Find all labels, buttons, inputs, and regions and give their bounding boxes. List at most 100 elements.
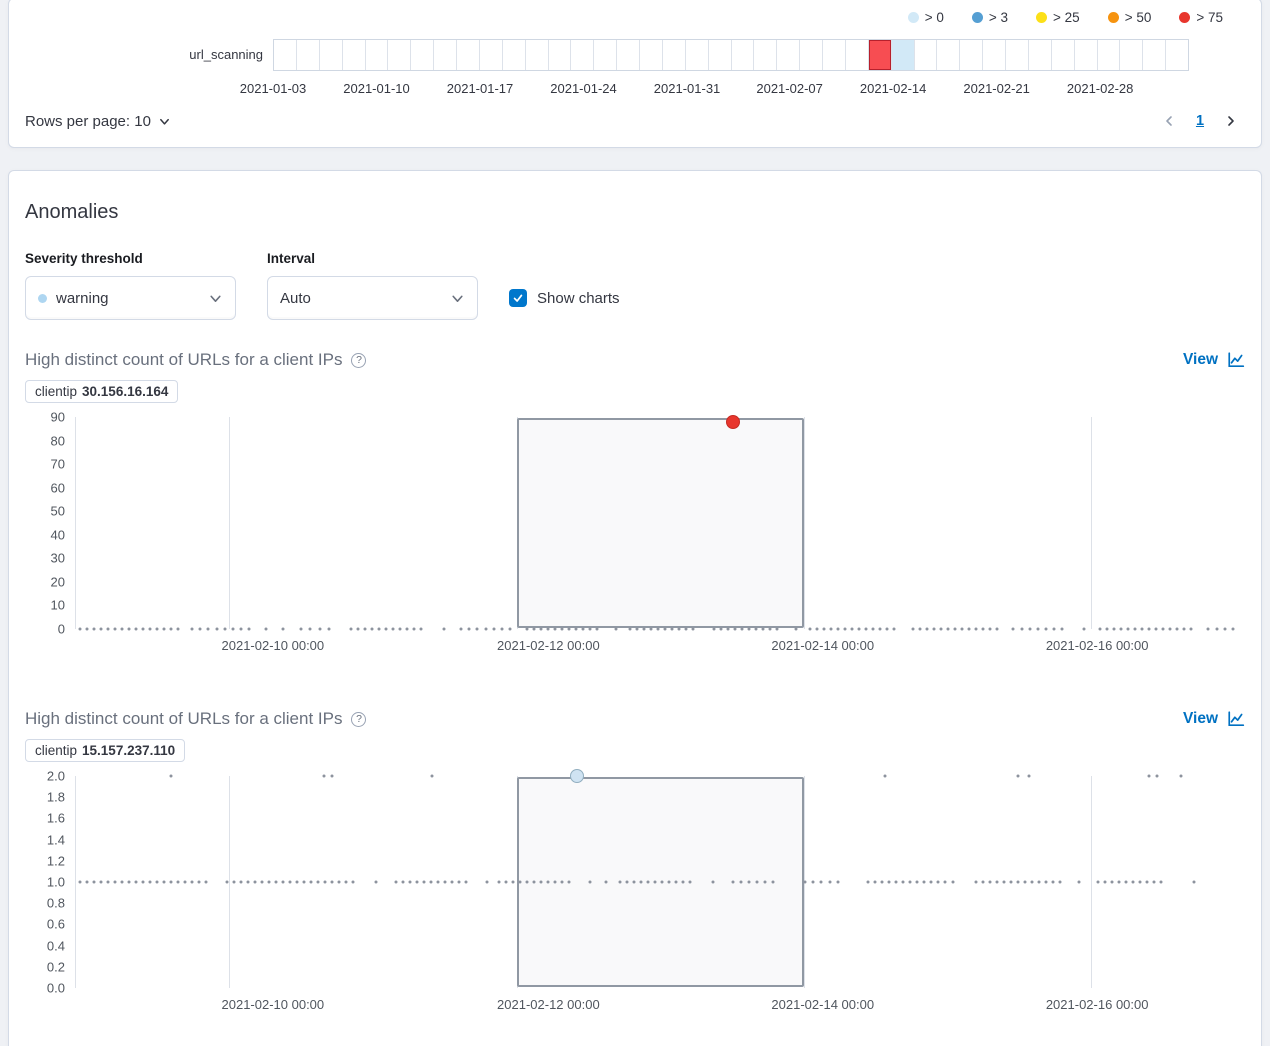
swimlane-cell[interactable] xyxy=(480,40,503,70)
swimlane-cell[interactable] xyxy=(891,40,915,70)
swimlane-cell[interactable] xyxy=(640,40,663,70)
next-page-button[interactable] xyxy=(1217,107,1245,135)
help-question-icon[interactable]: ? xyxy=(351,352,367,368)
data-point xyxy=(614,627,618,631)
anomaly-marker[interactable] xyxy=(725,414,740,429)
data-point xyxy=(932,627,936,631)
data-point xyxy=(1098,627,1102,631)
swimlane-cell[interactable] xyxy=(457,40,480,70)
swimlane-cell[interactable] xyxy=(915,40,938,70)
severity-threshold-select[interactable]: warning xyxy=(25,276,236,320)
data-point xyxy=(915,880,919,884)
view-link[interactable]: View xyxy=(1183,710,1245,728)
swimlane-cell[interactable] xyxy=(388,40,412,70)
swimlane-cell[interactable] xyxy=(503,40,526,70)
view-link[interactable]: View xyxy=(1183,351,1245,369)
data-point xyxy=(733,627,737,631)
y-axis-label: 60 xyxy=(50,480,65,496)
swimlane-cell[interactable] xyxy=(434,40,457,70)
swimlane-cell[interactable] xyxy=(1006,40,1029,70)
data-point xyxy=(415,880,419,884)
page-1-button[interactable]: 1 xyxy=(1187,107,1213,135)
swimlane-cell[interactable] xyxy=(343,40,366,70)
swimlane-cell[interactable] xyxy=(732,40,755,70)
data-point xyxy=(1036,627,1040,631)
data-point xyxy=(988,880,992,884)
data-point xyxy=(711,880,715,884)
data-point xyxy=(401,880,405,884)
swimlane-cell[interactable] xyxy=(411,40,435,70)
data-point xyxy=(1131,880,1135,884)
swimlane-cell[interactable] xyxy=(754,40,778,70)
data-point xyxy=(532,627,536,631)
entity-badge: clientip 15.157.237.110 xyxy=(25,739,186,762)
help-question-icon[interactable]: ? xyxy=(351,711,367,727)
swimlane-cell[interactable] xyxy=(777,40,801,70)
data-point xyxy=(836,880,840,884)
data-point xyxy=(684,627,688,631)
interval-select[interactable]: Auto xyxy=(267,276,478,320)
swimlane-cell[interactable] xyxy=(1143,40,1167,70)
swimlane-cell[interactable] xyxy=(320,40,343,70)
y-axis-label: 2.0 xyxy=(46,768,65,784)
swimlane-cell[interactable] xyxy=(983,40,1006,70)
rows-per-page-label: Rows per page: 10 xyxy=(25,112,151,130)
anomaly-chart-section: High distinct count of URLs for a client… xyxy=(25,350,1245,655)
swimlane-cell[interactable] xyxy=(1052,40,1075,70)
swimlane-cell[interactable] xyxy=(366,40,389,70)
x-axis-label: 2021-02-12 00:00 xyxy=(497,638,600,653)
data-point xyxy=(618,880,622,884)
swimlane-cell[interactable] xyxy=(526,40,549,70)
data-point xyxy=(141,627,145,631)
data-point xyxy=(871,627,875,631)
prev-page-button[interactable] xyxy=(1155,107,1183,135)
swimlane-cell[interactable] xyxy=(1166,40,1188,70)
swimlane-cell[interactable] xyxy=(846,40,869,70)
swimlane-cell[interactable] xyxy=(1075,40,1098,70)
rows-per-page-button[interactable]: Rows per page: 10 xyxy=(25,109,171,134)
swimlane-cell[interactable] xyxy=(823,40,846,70)
swimlane-axis-label: 2021-01-24 xyxy=(550,81,617,96)
swimlane-cell[interactable] xyxy=(594,40,618,70)
x-axis-label: 2021-02-16 00:00 xyxy=(1045,997,1149,1012)
data-point xyxy=(574,627,578,631)
swimlane-cell[interactable] xyxy=(937,40,961,70)
swimlane-cell[interactable] xyxy=(549,40,572,70)
legend-label: > 75 xyxy=(1196,9,1223,25)
swimlane-cell[interactable] xyxy=(686,40,709,70)
swimlane-cell[interactable] xyxy=(709,40,732,70)
data-point xyxy=(288,880,292,884)
show-charts-checkbox[interactable]: Show charts xyxy=(509,289,620,307)
swimlane-cell[interactable] xyxy=(868,40,892,70)
data-point xyxy=(106,627,110,631)
swimlane-cell[interactable] xyxy=(800,40,823,70)
swimlane-cell[interactable] xyxy=(1029,40,1052,70)
swimlane-row-label: url_scanning xyxy=(189,47,263,62)
anomaly-marker[interactable] xyxy=(569,769,584,783)
swimlane-cell[interactable] xyxy=(571,40,595,70)
chart-title: High distinct count of URLs for a client… xyxy=(25,709,343,728)
y-axis-label: 1.4 xyxy=(46,832,65,848)
y-axis-label: 20 xyxy=(50,574,65,590)
swimlane-cell[interactable] xyxy=(274,40,297,70)
data-point xyxy=(553,627,557,631)
swimlane-cell[interactable] xyxy=(1120,40,1144,70)
swimlane-cell[interactable] xyxy=(663,40,686,70)
legend-item: > 50 xyxy=(1107,10,1151,25)
data-point xyxy=(405,627,409,631)
x-axis-label: 2021-02-10 00:00 xyxy=(221,997,325,1012)
data-point xyxy=(500,627,504,631)
data-point xyxy=(740,627,744,631)
data-point xyxy=(567,627,571,631)
data-point xyxy=(1175,627,1179,631)
swimlane-cell[interactable] xyxy=(960,40,984,70)
selection-window[interactable] xyxy=(517,418,804,628)
swimlane-cell[interactable] xyxy=(617,40,640,70)
swimlane-cell[interactable] xyxy=(297,40,320,70)
data-point xyxy=(475,627,479,631)
legend-item: > 3 xyxy=(971,10,1008,25)
pagination: 1 xyxy=(1155,107,1245,135)
interval-value: Auto xyxy=(280,289,311,307)
data-point xyxy=(929,880,933,884)
swimlane-cell[interactable] xyxy=(1098,40,1121,70)
